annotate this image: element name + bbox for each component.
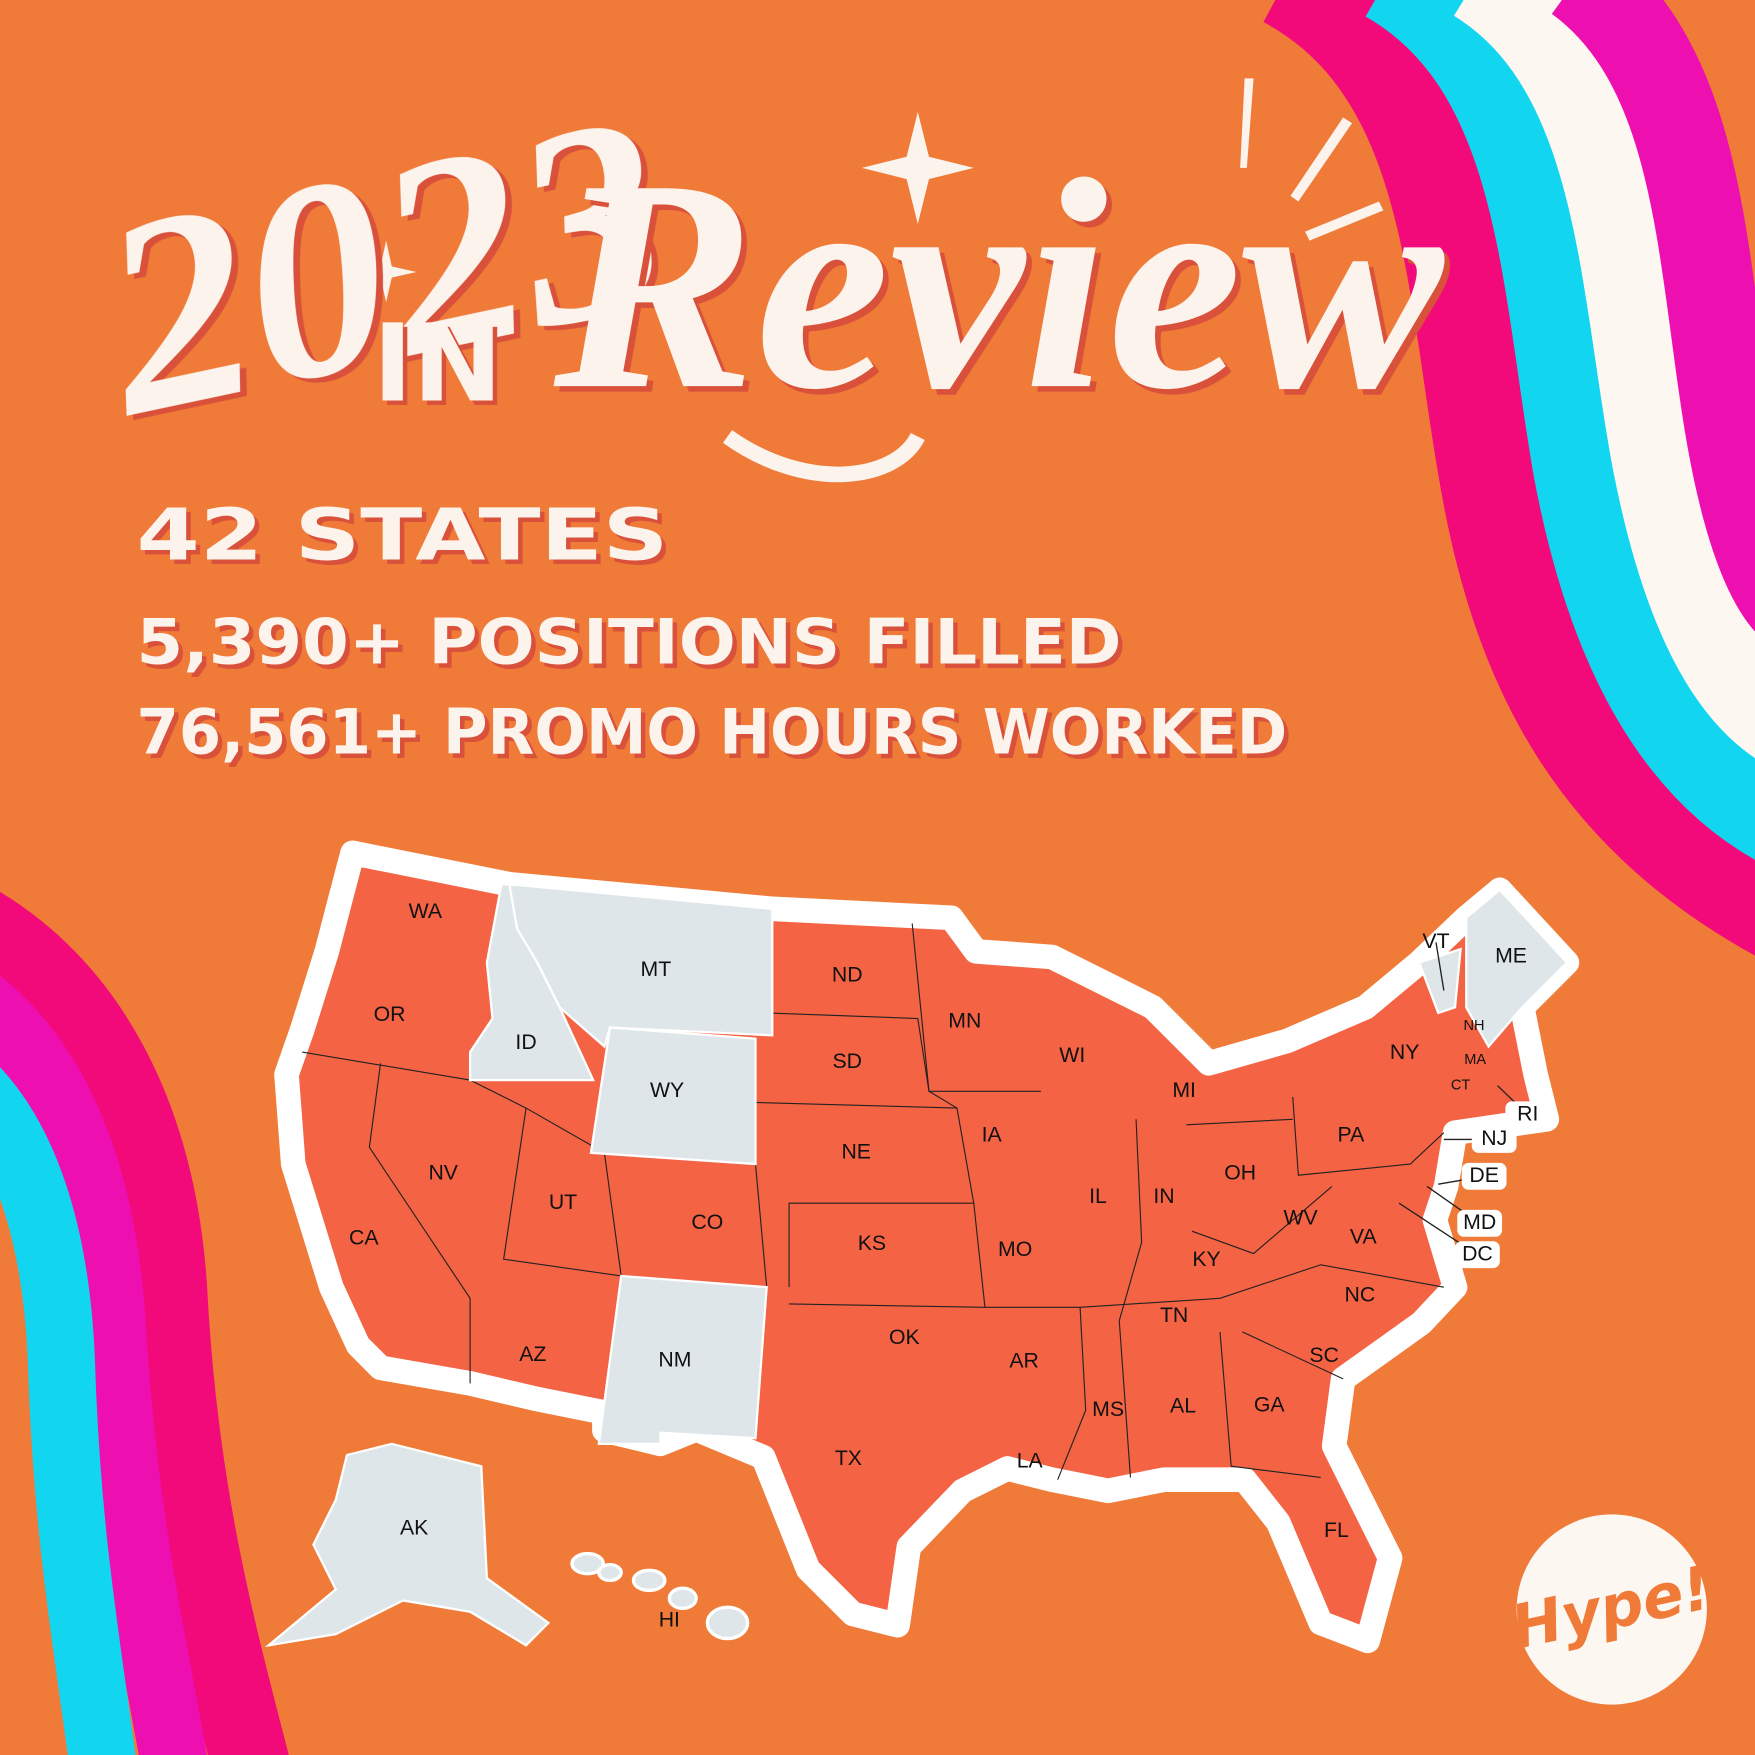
- state-label: ID: [515, 1030, 536, 1054]
- state-label: TN: [1160, 1303, 1188, 1327]
- island: [570, 1551, 605, 1576]
- state-label: UT: [549, 1190, 577, 1214]
- state-label: WV: [1283, 1205, 1318, 1229]
- stat-line: 42 STATES: [137, 494, 669, 577]
- state-label: NM: [658, 1348, 691, 1372]
- state-label: GA: [1254, 1392, 1286, 1416]
- state-label: MN: [948, 1008, 981, 1032]
- state-shape: [1417, 947, 1462, 1015]
- label-box: [1471, 1125, 1517, 1153]
- state-label: IL: [1089, 1184, 1107, 1208]
- state-label: KY: [1192, 1247, 1220, 1271]
- label-box: [1457, 1209, 1503, 1237]
- state-label: CO: [691, 1210, 723, 1234]
- state-label: MO: [998, 1237, 1032, 1261]
- state-label: HI: [659, 1607, 680, 1631]
- state-label: NH: [1464, 1018, 1485, 1034]
- state-shape: [468, 883, 595, 1082]
- state-label: TX: [835, 1446, 862, 1470]
- state-label: DC: [1462, 1241, 1493, 1265]
- title-review: Review: [549, 118, 1445, 452]
- state-label: MS: [1092, 1397, 1124, 1421]
- state-shape: [597, 1274, 768, 1445]
- state-labels: WA OR CA NV UT AZ CO ND SD NE KS OK TX MN IA MO AR LA WI IL…: [349, 899, 1551, 1631]
- state-label: AZ: [519, 1342, 546, 1366]
- state-label: AL: [1170, 1394, 1196, 1418]
- label-box: [1455, 1241, 1500, 1269]
- state-label: IN: [1153, 1184, 1174, 1208]
- state-label: IA: [982, 1123, 1003, 1147]
- state-label: DE: [1469, 1163, 1499, 1187]
- state-label: NC: [1345, 1283, 1376, 1307]
- label-box: [1461, 1162, 1507, 1190]
- state-label: ME: [1495, 944, 1527, 968]
- state-label: SD: [833, 1049, 863, 1073]
- state-shape: [589, 1026, 757, 1166]
- state-shape: [264, 1442, 551, 1648]
- state-label: MA: [1464, 1052, 1486, 1068]
- leader-line: [1435, 942, 1445, 991]
- state-label: NJ: [1481, 1126, 1507, 1150]
- state-label: SC: [1309, 1343, 1339, 1367]
- island: [631, 1568, 667, 1593]
- state-label: NY: [1390, 1040, 1420, 1064]
- title-in: IN: [373, 302, 503, 427]
- state-label: OR: [374, 1002, 406, 1026]
- state-label: CA: [349, 1226, 379, 1250]
- state-label: VT: [1422, 929, 1449, 953]
- stat-line: 76,561+ PROMO HOURS WORKED: [137, 695, 1288, 768]
- state-borders: [302, 923, 1445, 1480]
- state-label: NV: [428, 1161, 458, 1185]
- state-label: WY: [650, 1078, 684, 1102]
- island: [597, 1563, 623, 1583]
- state-label: VA: [1350, 1225, 1378, 1249]
- state-label: AR: [1009, 1349, 1039, 1373]
- state-label: KS: [858, 1231, 886, 1255]
- island: [667, 1586, 698, 1611]
- state-label: CT: [1451, 1078, 1471, 1094]
- state-label: OK: [889, 1325, 920, 1349]
- state-label: AK: [400, 1516, 428, 1540]
- state-label: MI: [1172, 1078, 1196, 1102]
- state-shape: [1465, 888, 1569, 1049]
- island: [705, 1605, 750, 1641]
- state-label: LA: [1017, 1448, 1044, 1472]
- title-swash: [722, 430, 925, 483]
- label-box: [1505, 1101, 1551, 1129]
- state-label: WI: [1059, 1043, 1085, 1067]
- stripes-top: [1262, 0, 1755, 956]
- state-label: MD: [1463, 1210, 1496, 1234]
- stripes-bottom: [0, 892, 289, 1755]
- state-label: FL: [1324, 1518, 1349, 1542]
- state-label: NE: [841, 1139, 871, 1163]
- state-label: MT: [641, 957, 672, 981]
- logo-badge: [1516, 1514, 1707, 1705]
- sparkles: [355, 78, 1384, 303]
- not-worked-shapes: [264, 882, 1569, 1648]
- us-map: WA OR CA NV UT AZ CO ND SD NE KS OK TX MN IA MO AR LA WI IL…: [264, 840, 1580, 1654]
- state-label: ND: [832, 963, 863, 987]
- state-label: RI: [1517, 1101, 1538, 1125]
- state-label: WA: [409, 899, 443, 923]
- stat-line: 5,390+ POSITIONS FILLED: [137, 606, 1122, 679]
- state-label: PA: [1338, 1123, 1366, 1147]
- state-label: OH: [1224, 1161, 1256, 1185]
